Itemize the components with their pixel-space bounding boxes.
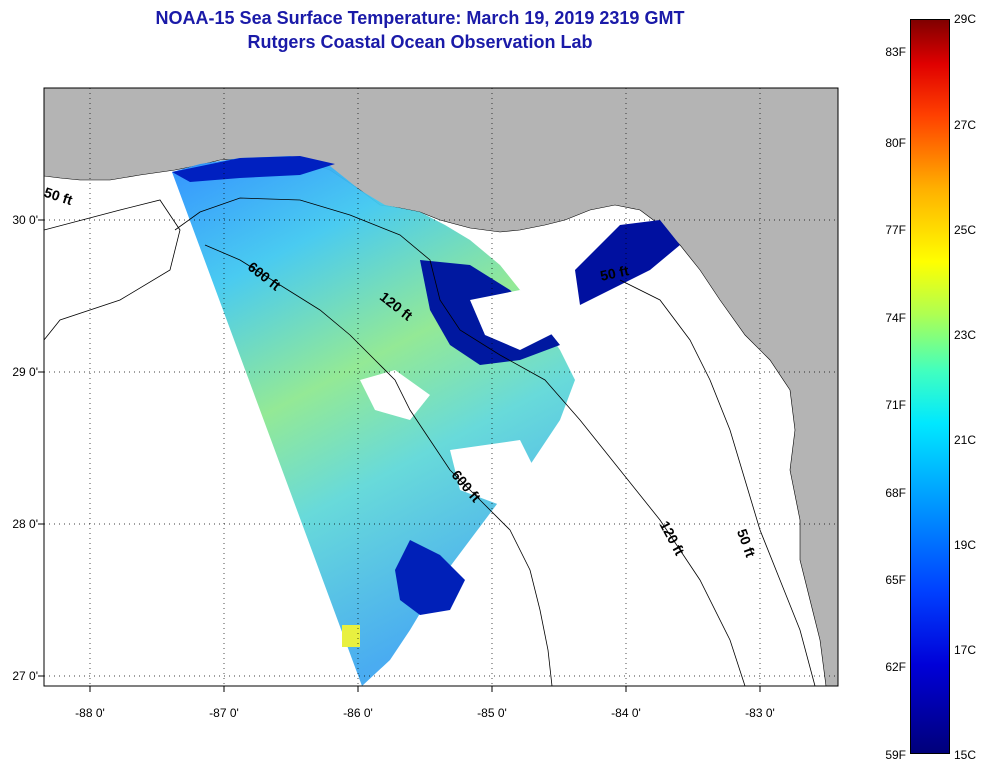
lon-label: -83 0'	[745, 706, 775, 720]
lat-label: 28 0'	[12, 517, 38, 531]
depth-contour-120ft	[174, 197, 746, 686]
map-frame	[43, 87, 839, 687]
lat-label: 27 0'	[12, 669, 38, 683]
colorbar-f-label: 62F	[885, 660, 906, 674]
cold-water-patch	[575, 220, 680, 305]
lon-label: -88 0'	[75, 706, 105, 720]
lon-label: -87 0'	[209, 706, 239, 720]
depth-contour-600ft	[204, 244, 553, 686]
axis-ticks	[38, 219, 761, 692]
cloud-mask	[470, 290, 560, 350]
lat-label: 29 0'	[12, 365, 38, 379]
lon-label: -86 0'	[343, 706, 373, 720]
cold-water-patch	[395, 540, 465, 615]
colorbar-f-label: 80F	[885, 136, 906, 150]
colorbar-f-label: 59F	[885, 748, 906, 762]
cloud-mask	[450, 440, 540, 505]
colorbar-c-label: 15C	[954, 748, 977, 762]
colorbar-f-label: 77F	[885, 223, 906, 237]
cold-water-patch	[172, 156, 335, 182]
colorbar-c-label: 23C	[954, 328, 977, 342]
colorbar-c-label: 21C	[954, 433, 977, 447]
colorbar-f-label: 68F	[885, 486, 906, 500]
temperature-colorbar	[910, 19, 950, 754]
colorbar-c-label: 27C	[954, 118, 977, 132]
colorbar-f-label: 74F	[885, 311, 906, 325]
lon-label: -85 0'	[477, 706, 507, 720]
colorbar-f-label: 71F	[885, 398, 906, 412]
depth-contour-50ft-east	[619, 279, 816, 686]
map-title: NOAA-15 Sea Surface Temperature: March 1…	[155, 8, 685, 28]
depth-contour-50ft	[44, 199, 181, 341]
colorbar-c-label: 29C	[954, 12, 977, 26]
colorbar-c-label: 19C	[954, 538, 977, 552]
colorbar-c-label: 25C	[954, 223, 977, 237]
warm-spot	[342, 625, 360, 647]
colorbar-c-label: 17C	[954, 643, 977, 657]
map-subtitle: Rutgers Coastal Ocean Observation Lab	[247, 32, 593, 52]
cloud-mask	[360, 370, 430, 420]
lat-label: 30 0'	[12, 213, 38, 227]
colorbar-f-label: 83F	[885, 45, 906, 59]
colorbar-f-label: 65F	[885, 573, 906, 587]
lon-label: -84 0'	[611, 706, 641, 720]
